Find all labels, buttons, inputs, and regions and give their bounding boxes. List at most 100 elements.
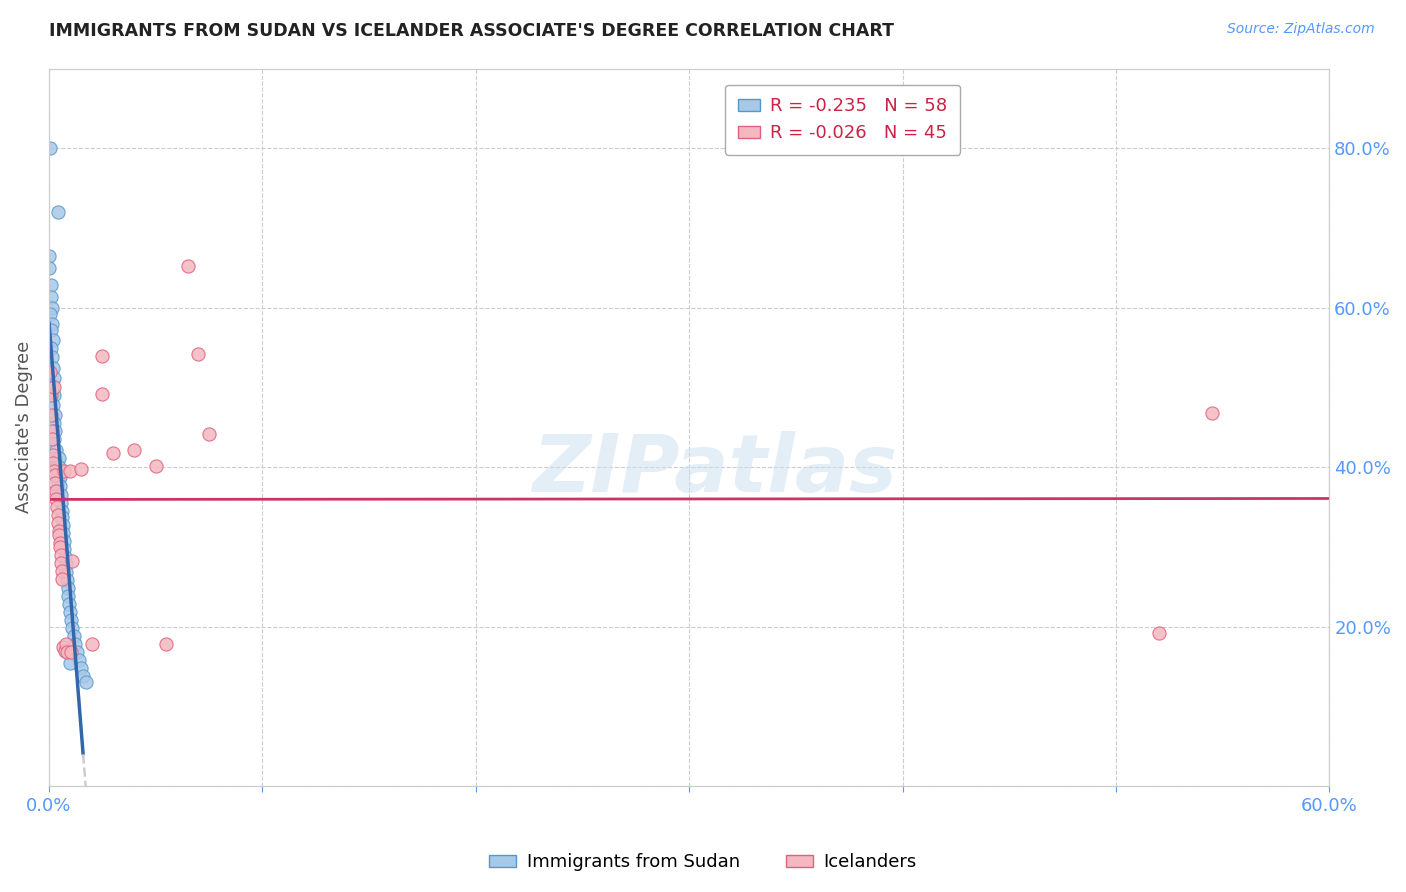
Point: [55, 566, 77, 580]
Point: [51, 572, 73, 586]
Point: [46, 483, 69, 497]
Point: [42, 333, 65, 347]
Point: [44, 432, 66, 446]
Point: [55, 558, 77, 572]
Point: [41, 350, 63, 364]
Text: IMMIGRANTS FROM SUDAN VS ICELANDER ASSOCIATE'S DEGREE CORRELATION CHART: IMMIGRANTS FROM SUDAN VS ICELANDER ASSOC…: [49, 22, 894, 40]
Point: [41, 317, 63, 331]
Point: [39, 323, 62, 337]
Point: [51, 556, 73, 570]
Text: Source: ZipAtlas.com: Source: ZipAtlas.com: [1227, 22, 1375, 37]
Point: [41, 425, 63, 439]
Point: [39, 278, 62, 293]
Point: [60, 645, 83, 659]
Point: [46, 500, 69, 514]
Point: [1147, 626, 1170, 640]
Y-axis label: Associate's Degree: Associate's Degree: [15, 342, 32, 514]
Point: [42, 360, 65, 375]
Point: [70, 462, 93, 476]
Point: [62, 554, 84, 568]
Point: [44, 476, 66, 491]
Point: [60, 613, 83, 627]
Point: [48, 528, 70, 542]
Point: [59, 605, 82, 619]
Point: [124, 442, 146, 457]
Point: [72, 669, 94, 683]
Point: [38, 249, 60, 263]
Text: ZIPatlas: ZIPatlas: [533, 432, 897, 509]
Point: [41, 380, 63, 394]
Point: [38, 260, 60, 275]
Point: [63, 637, 86, 651]
Point: [101, 446, 124, 460]
Point: [42, 448, 65, 462]
Point: [44, 388, 66, 402]
Point: [46, 475, 69, 489]
Point: [80, 637, 103, 651]
Point: [41, 301, 63, 315]
Point: [52, 517, 75, 532]
Point: [39, 307, 62, 321]
Point: [59, 464, 82, 478]
Legend: Immigrants from Sudan, Icelanders: Immigrants from Sudan, Icelanders: [482, 847, 924, 879]
Point: [46, 205, 69, 219]
Point: [56, 574, 79, 588]
Point: [45, 492, 67, 507]
Point: [44, 409, 66, 423]
Point: [67, 653, 90, 667]
Point: [145, 458, 167, 473]
Point: [45, 484, 67, 499]
Point: [91, 387, 114, 401]
Point: [48, 524, 70, 538]
Point: [42, 456, 65, 470]
Point: [39, 141, 62, 155]
Point: [53, 541, 76, 556]
Point: [187, 347, 209, 361]
Legend: R = -0.235   N = 58, R = -0.026   N = 45: R = -0.235 N = 58, R = -0.026 N = 45: [725, 85, 960, 155]
Point: [49, 488, 72, 502]
Point: [42, 371, 65, 385]
Point: [49, 548, 72, 562]
Point: [58, 598, 80, 612]
Point: [56, 590, 79, 604]
Point: [46, 516, 69, 530]
Point: [39, 409, 62, 423]
Point: [62, 629, 84, 643]
Point: [49, 479, 72, 493]
Point: [45, 442, 67, 457]
Point: [155, 637, 177, 651]
Point: [48, 536, 70, 550]
Point: [46, 508, 69, 522]
Point: [51, 509, 73, 524]
Point: [176, 260, 198, 274]
Point: [66, 645, 89, 659]
Point: [42, 464, 65, 478]
Point: [91, 349, 114, 363]
Point: [53, 643, 76, 657]
Point: [39, 290, 62, 304]
Point: [55, 637, 77, 651]
Point: [56, 582, 79, 596]
Point: [46, 467, 69, 481]
Point: [52, 525, 75, 540]
Point: [52, 464, 75, 478]
Point: [48, 460, 70, 475]
Point: [44, 425, 66, 439]
Point: [51, 504, 73, 518]
Point: [42, 417, 65, 431]
Point: [41, 432, 63, 446]
Point: [1201, 406, 1223, 420]
Point: [59, 656, 82, 670]
Point: [45, 458, 67, 473]
Point: [44, 468, 66, 483]
Point: [56, 645, 79, 659]
Point: [39, 364, 62, 378]
Point: [70, 661, 93, 675]
Point: [51, 496, 73, 510]
Point: [75, 675, 97, 690]
Point: [48, 469, 70, 483]
Point: [52, 533, 75, 548]
Point: [52, 640, 75, 654]
Point: [42, 398, 65, 412]
Point: [39, 388, 62, 402]
